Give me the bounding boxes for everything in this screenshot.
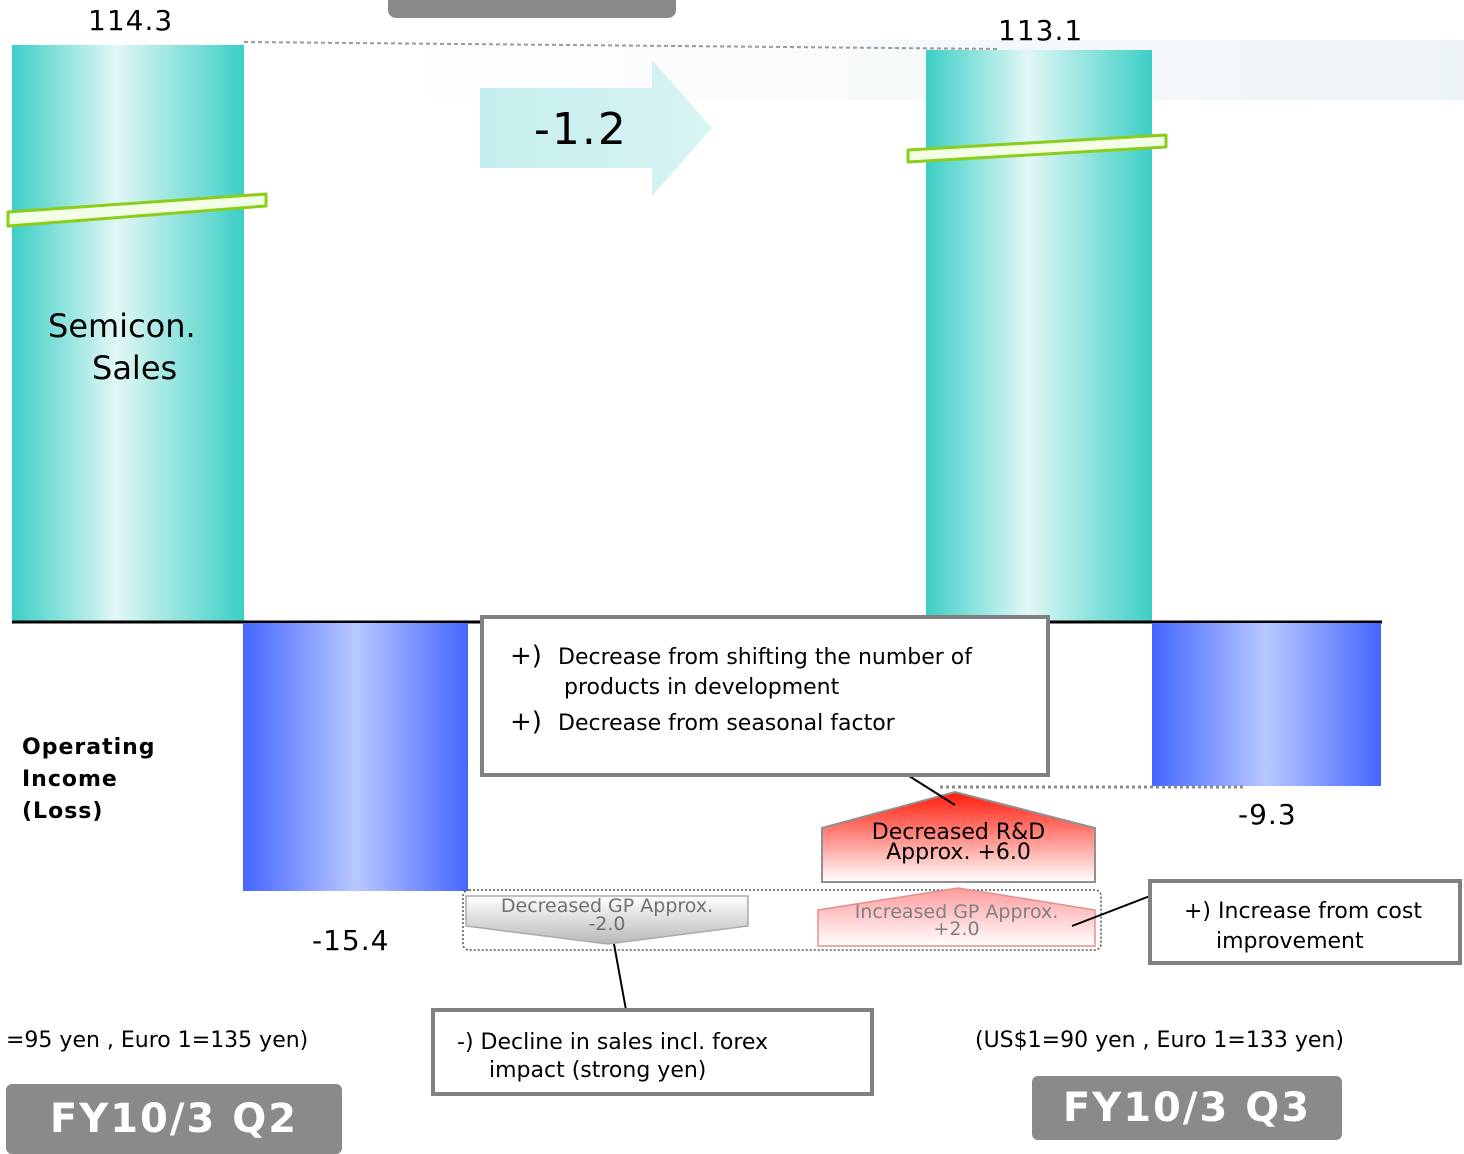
axis-break-q2: [6, 192, 268, 228]
sales-label-line2: Sales: [92, 349, 178, 387]
leader-cost: [1071, 895, 1151, 927]
rd-item2-text: Decrease from seasonal factor: [558, 711, 895, 736]
rd-item1-line2: products in development: [564, 675, 840, 700]
rd-label-line2: Approx. +6.0: [886, 840, 1031, 865]
sales-connector: [243, 41, 1001, 50]
sales-label-line1: Semicon.: [48, 307, 196, 345]
top-tab: [388, 0, 676, 18]
income-value-q2: -15.4: [312, 924, 390, 957]
gp-decrease-shape: [465, 895, 749, 945]
rd-item2-symbol: +): [510, 707, 542, 737]
leader-sales: [613, 943, 627, 1011]
sales-bar-q3: [926, 50, 1152, 623]
period-label-q2: FY10/3 Q2: [6, 1084, 342, 1154]
gp-increase-shape: [817, 887, 1096, 947]
change-arrow: [480, 60, 712, 196]
sales-decline-line2: impact (strong yen): [489, 1058, 707, 1083]
cost-callout: +) Increase from cost improvement: [1148, 879, 1462, 965]
fx-note-q3: (US$1=90 yen , Euro 1=133 yen): [975, 1028, 1344, 1053]
rd-item1-line1: Decrease from shifting the number of: [558, 645, 973, 670]
period-label-q3: FY10/3 Q3: [1032, 1076, 1342, 1140]
gp-decrease-line1: Decreased GP Approx.: [500, 895, 714, 917]
cost-line2: improvement: [1216, 929, 1364, 954]
gp-increase-line2: +2.0: [933, 918, 980, 940]
gp-frame: [462, 889, 1102, 951]
income-bar-q3: [1152, 623, 1381, 786]
sales-decline-line1: -) Decline in sales incl. forex: [457, 1030, 769, 1055]
rd-label-line1: Decreased R&D: [871, 820, 1046, 845]
gp-decrease-line2: -2.0: [588, 913, 626, 935]
income-bar-q2: [243, 623, 468, 891]
cost-line1: +) Increase from cost: [1184, 899, 1422, 924]
change-value: -1.2: [534, 104, 628, 155]
rd-item1-symbol: +): [510, 641, 542, 671]
sales-value-q2: 114.3: [88, 4, 174, 37]
rd-decrease-shape: [821, 790, 1096, 883]
sales-value-q3: 113.1: [998, 14, 1084, 47]
income-title-line3: (Loss): [22, 799, 104, 824]
sales-decline-callout: -) Decline in sales incl. forex impact (…: [431, 1008, 874, 1096]
income-value-q3: -9.3: [1238, 798, 1297, 831]
sales-bar-q2: [12, 45, 244, 623]
income-title-line2: Income: [22, 767, 118, 792]
gp-increase-line1: Increased GP Approx.: [854, 901, 1059, 923]
fx-note-q2: =95 yen , Euro 1=135 yen): [6, 1028, 309, 1053]
income-title-line1: Operating: [22, 735, 156, 760]
rd-callout: +) Decrease from shifting the number of …: [480, 615, 1050, 777]
axis-break-q3: [906, 133, 1168, 164]
